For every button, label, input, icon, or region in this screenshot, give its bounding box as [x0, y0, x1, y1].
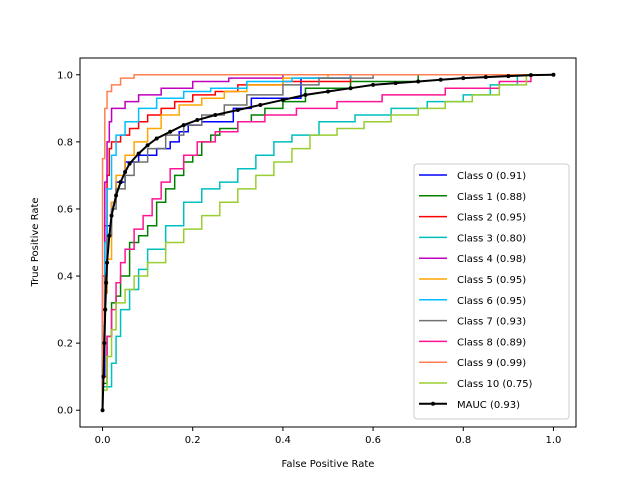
y-tick-label: 0.6 — [57, 204, 73, 215]
legend: Class 0 (0.91) Class 1 (0.88) Class 2 (0.9… — [413, 163, 570, 420]
x-tick-label: 0.6 — [365, 435, 381, 446]
series-point-mauc-0-93 — [528, 73, 533, 78]
series-point-mauc-0-93 — [280, 97, 285, 102]
legend-items: Class 0 (0.91) Class 1 (0.88) Class 2 (0.9… — [419, 171, 533, 411]
series-point-mauc-0-93 — [393, 81, 398, 86]
series-point-mauc-0-93 — [105, 260, 110, 265]
x-axis-ticks: 0.0 0.2 0.4 0.6 0.8 1.0 — [95, 427, 562, 446]
series-line-class-4-0-98 — [101, 74, 554, 411]
series-point-mauc-0-93 — [103, 307, 108, 312]
legend-label-class-3-0-80: Class 3 (0.80) — [457, 233, 526, 244]
series-line-class-0-0-91 — [101, 74, 554, 411]
series-point-mauc-0-93 — [118, 180, 123, 185]
series-point-mauc-0-93 — [416, 79, 421, 84]
series-point-mauc-0-93 — [506, 74, 511, 79]
y-tick-label: 0.0 — [57, 406, 73, 417]
series-point-mauc-0-93 — [127, 161, 132, 166]
x-tick-label: 0.4 — [275, 435, 291, 446]
series-line-class-8-0-89 — [101, 74, 554, 411]
x-tick-label: 0.0 — [95, 435, 111, 446]
series-point-mauc-0-93 — [104, 280, 109, 285]
series-point-mauc-0-93 — [136, 151, 141, 156]
x-tick-label: 0.2 — [185, 435, 201, 446]
legend-label-class-7-0-93: Class 7 (0.93) — [457, 317, 526, 328]
legend-label-class-9-0-99: Class 9 (0.99) — [457, 358, 526, 369]
series-line-class-10-0-75 — [101, 74, 554, 411]
plot-frame — [79, 57, 577, 428]
series-point-mauc-0-93 — [123, 170, 128, 175]
x-tick-label: 0.8 — [455, 435, 471, 446]
legend-label-class-4-0-98: Class 4 (0.98) — [457, 254, 526, 265]
legend-box — [413, 163, 570, 420]
series-point-mauc-0-93 — [102, 341, 107, 346]
series-point-mauc-0-93 — [101, 374, 106, 379]
series-point-mauc-0-93 — [326, 89, 330, 94]
legend-label-class-5-0-95: Class 5 (0.95) — [457, 275, 526, 286]
series-point-mauc-0-93 — [100, 408, 105, 413]
series-point-mauc-0-93 — [114, 193, 119, 198]
series-point-mauc-0-93 — [154, 136, 159, 141]
series-point-mauc-0-93 — [109, 213, 114, 218]
legend-label-class-8-0-89: Class 8 (0.89) — [457, 337, 526, 348]
legend-label-class-1-0-88: Class 1 (0.88) — [457, 192, 526, 203]
legend-label-class-2-0-95: Class 2 (0.95) — [457, 213, 526, 224]
legend-label-class-10-0-75: Class 10 (0.75) — [457, 379, 533, 390]
series-line-class-2-0-95 — [101, 74, 554, 411]
series-point-mauc-0-93 — [348, 86, 353, 91]
legend-marker-mauc-0-93 — [431, 401, 435, 406]
series-point-mauc-0-93 — [145, 143, 150, 148]
series-point-mauc-0-93 — [258, 102, 263, 107]
series-point-mauc-0-93 — [213, 113, 218, 118]
series-line-class-9-0-99 — [101, 74, 554, 411]
series-layer — [100, 72, 556, 413]
series-point-mauc-0-93 — [483, 75, 488, 80]
series-line-class-3-0-80 — [101, 74, 554, 411]
series-line-mauc-0-93 — [101, 73, 554, 411]
y-tick-label: 0.8 — [57, 137, 73, 148]
legend-label-class-0-0-91: Class 0 (0.91) — [457, 171, 526, 182]
series-point-mauc-0-93 — [168, 129, 173, 134]
series-point-mauc-0-93 — [371, 82, 376, 87]
legend-label-mauc-0-93: MAUC (0.93) — [457, 400, 520, 411]
y-tick-label: 0.4 — [57, 272, 73, 283]
series-point-mauc-0-93 — [195, 118, 200, 123]
series-point-mauc-0-93 — [551, 72, 556, 77]
series-point-mauc-0-93 — [107, 233, 112, 238]
series-point-mauc-0-93 — [181, 123, 186, 128]
y-axis-ticks: 0.0 0.2 0.4 0.6 0.8 1.0 — [57, 70, 80, 417]
series-point-mauc-0-93 — [438, 77, 443, 82]
y-tick-label: 0.2 — [57, 339, 73, 350]
series-line-class-6-0-95 — [101, 74, 554, 411]
legend-label-class-6-0-95: Class 6 (0.95) — [457, 296, 526, 307]
y-tick-label: 1.0 — [57, 70, 73, 81]
series-point-mauc-0-93 — [303, 92, 308, 97]
x-axis-label: False Positive Rate — [282, 459, 375, 470]
y-axis-label: True Positive Rate — [30, 197, 41, 287]
x-tick-label: 1.0 — [546, 435, 562, 446]
series-point-mauc-0-93 — [461, 76, 466, 81]
series-point-mauc-0-93 — [235, 107, 240, 112]
